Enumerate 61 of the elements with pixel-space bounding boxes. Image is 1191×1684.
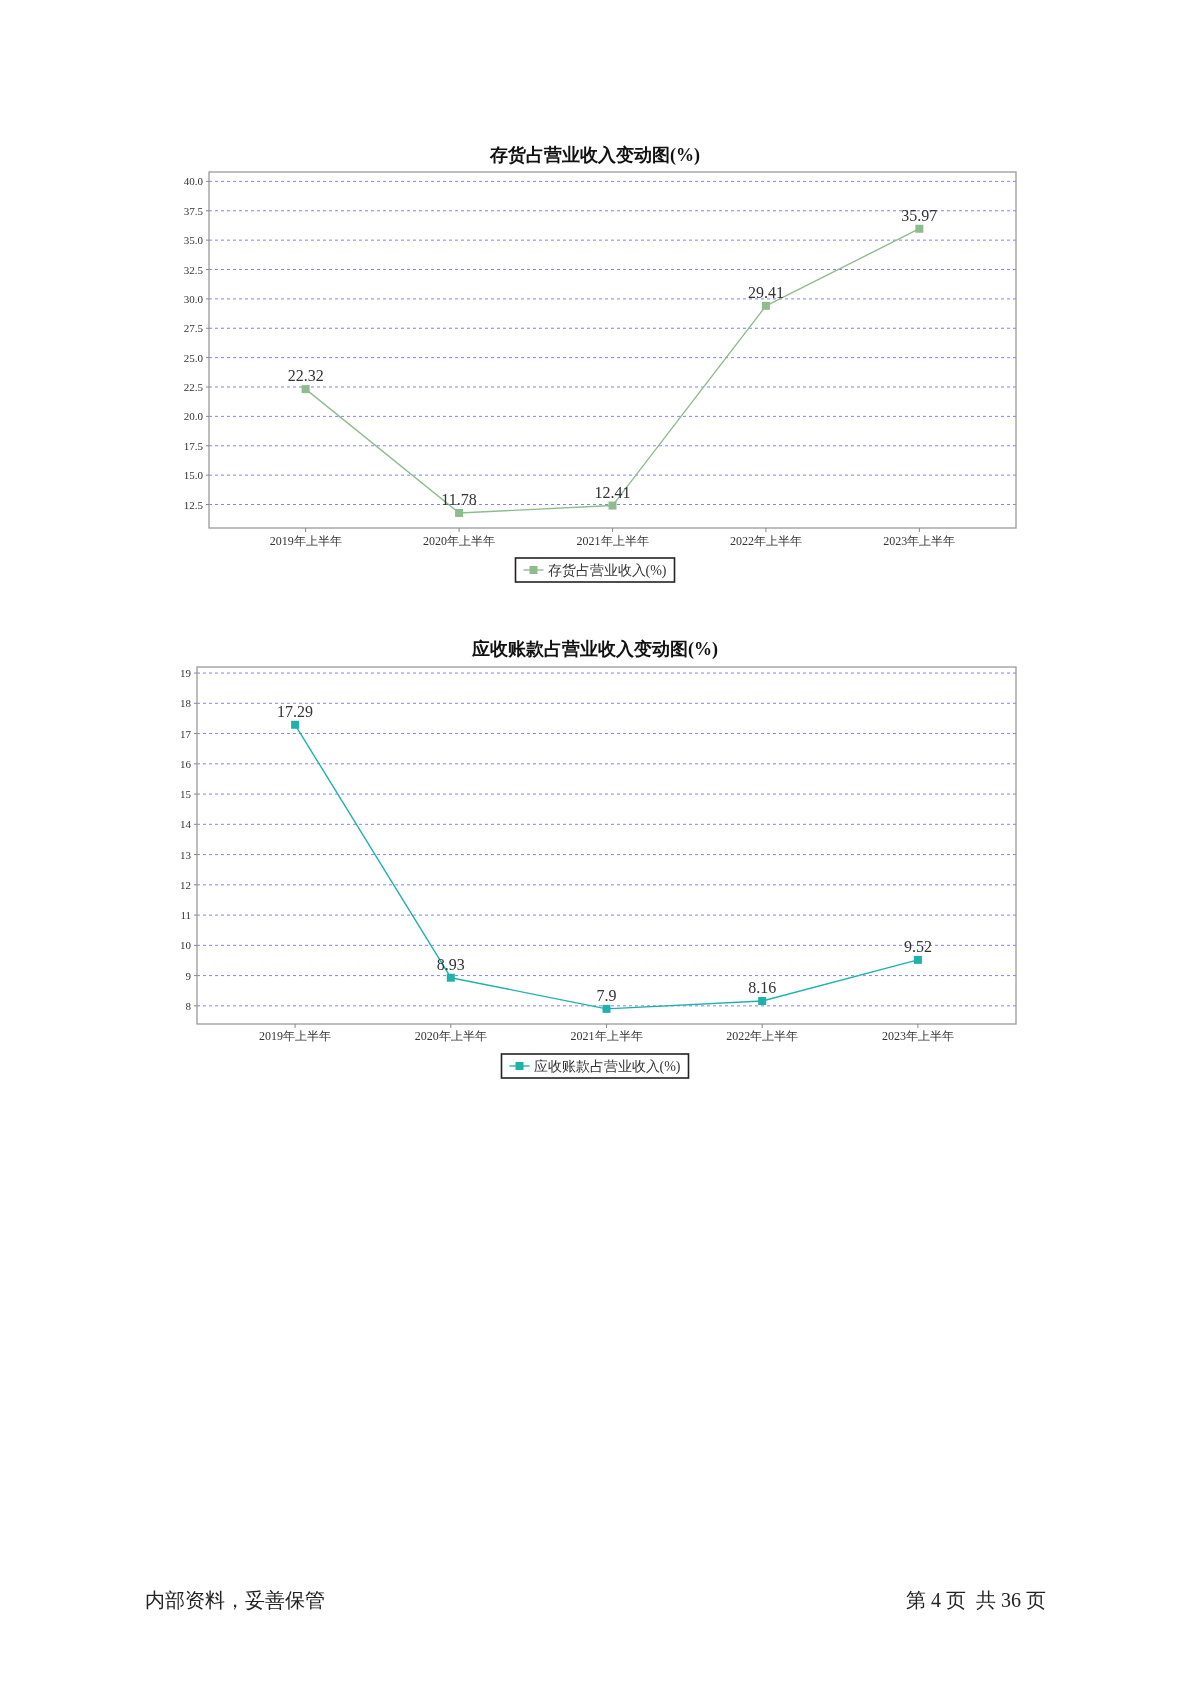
y-tick-label: 19	[180, 667, 192, 680]
y-tick-label: 25.0	[183, 351, 204, 364]
point	[301, 385, 310, 394]
x-tick-label: 2023年上半年	[881, 1029, 954, 1043]
annotation: 第 4 页 共 36 页	[906, 1589, 1046, 1611]
title: 应收账款占营业收入变动图(%)	[472, 639, 718, 659]
y-tick-label: 12.5	[183, 498, 204, 511]
point	[761, 301, 770, 310]
y-tick-label: 20.0	[183, 410, 204, 423]
data-label: 12.41	[594, 483, 631, 501]
legend-label: 应收账款占营业收入(%)	[533, 1058, 681, 1075]
title: 存货占营业收入变动图(%)	[490, 145, 700, 165]
y-tick-label: 9	[185, 969, 192, 982]
data-label: 11.78	[441, 490, 477, 508]
y-tick-label: 12	[180, 878, 191, 891]
y-tick-label: 17.5	[183, 439, 204, 452]
y-tick-label: 27.5	[183, 322, 204, 335]
x-tick-label: 2021年上半年	[576, 534, 649, 548]
y-tick-label: 15.0	[183, 469, 204, 482]
y-tick-label: 40.0	[183, 175, 204, 188]
y-tick-label: 10	[180, 939, 192, 952]
point	[446, 973, 455, 982]
x-tick-label: 2019年上半年	[259, 1029, 332, 1043]
y-tick-label: 18	[180, 697, 192, 710]
y-tick-label: 37.5	[183, 204, 204, 217]
y-tick-label: 32.5	[183, 263, 204, 276]
y-tick-label: 30.0	[183, 292, 204, 305]
data-label: 22.32	[287, 367, 324, 385]
annotation: 内部资料，妥善保管	[145, 1589, 325, 1611]
point	[291, 720, 300, 729]
point	[913, 955, 922, 964]
x-tick-label: 2020年上半年	[414, 1029, 487, 1043]
point	[758, 997, 767, 1006]
legend: 应收账款占营业收入(%)	[500, 1053, 690, 1079]
y-tick-label: 16	[180, 757, 192, 770]
x-tick-label: 2021年上半年	[570, 1029, 643, 1043]
y-tick-label: 11	[180, 909, 191, 922]
y-tick-label: 15	[180, 788, 192, 801]
y-tick-label: 13	[180, 848, 192, 861]
point	[915, 224, 924, 233]
data-label: 35.97	[901, 206, 938, 224]
data-label: 9.52	[903, 937, 932, 955]
point	[602, 1004, 611, 1013]
y-tick-label: 35.0	[183, 234, 204, 247]
legend-label: 存货占营业收入(%)	[547, 562, 667, 579]
data-label: 8.16	[748, 979, 777, 997]
y-tick-label: 8	[185, 999, 192, 1012]
data-label: 29.41	[747, 283, 784, 301]
point	[455, 508, 464, 517]
x-tick-label: 2023年上半年	[883, 534, 956, 548]
x-tick-label: 2020年上半年	[423, 534, 496, 548]
y-tick-label: 17	[180, 727, 192, 740]
x-tick-label: 2022年上半年	[729, 534, 802, 548]
point	[608, 501, 617, 510]
y-tick-label: 14	[180, 818, 192, 831]
x-tick-label: 2019年上半年	[269, 534, 342, 548]
x-tick-label: 2022年上半年	[726, 1029, 799, 1043]
y-tick-label: 22.5	[183, 381, 204, 394]
legend: 存货占营业收入(%)	[514, 557, 676, 583]
data-label: 7.9	[596, 986, 617, 1004]
data-label: 17.29	[277, 702, 314, 720]
